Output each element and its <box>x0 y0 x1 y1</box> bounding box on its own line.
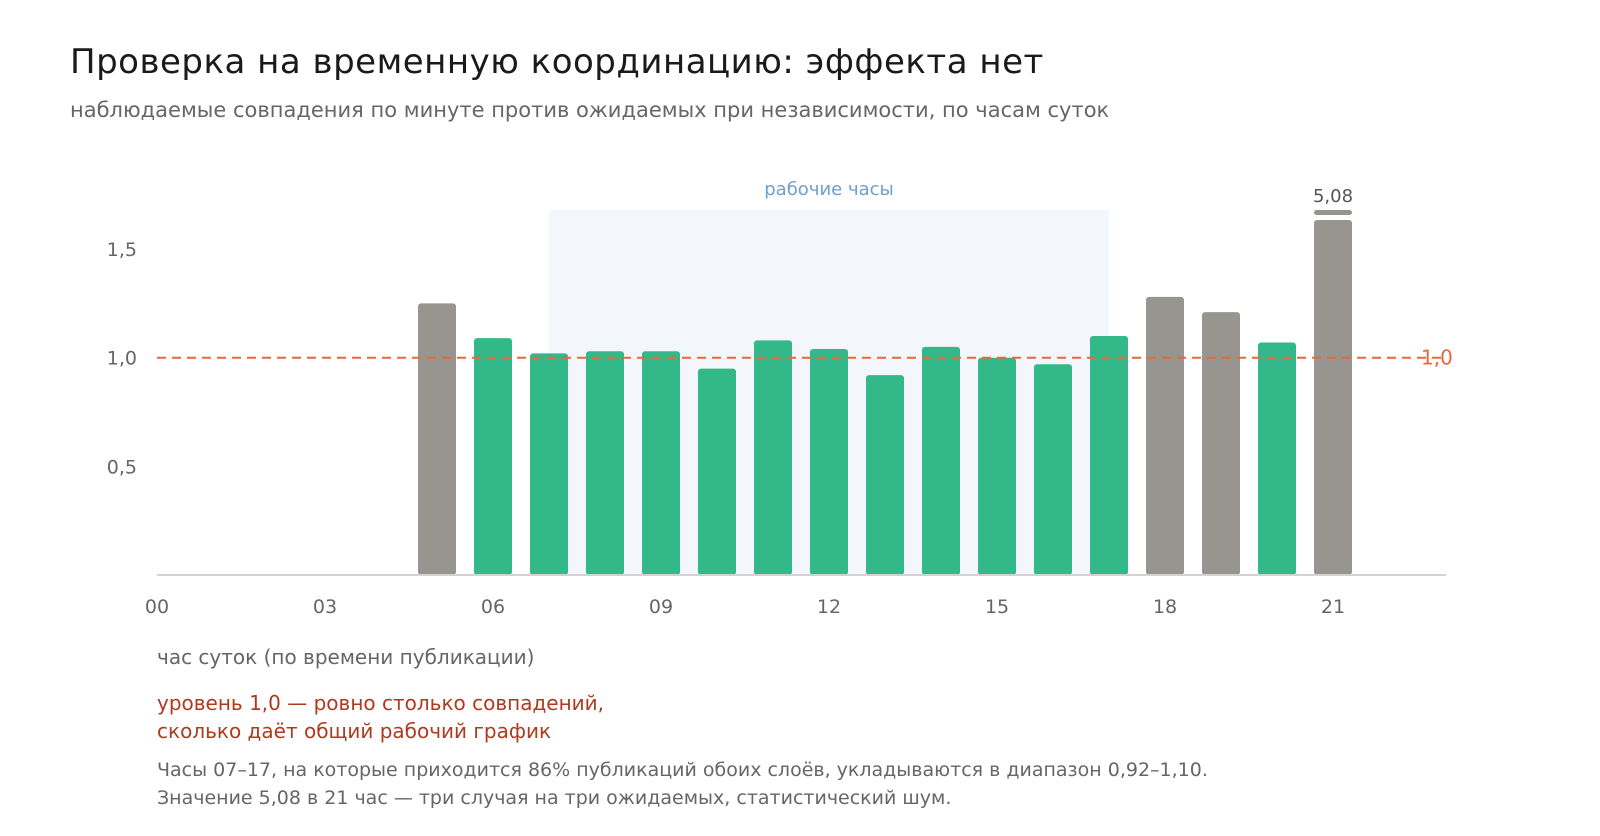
reference-note-line-2: сколько даёт общий рабочий график <box>157 719 552 743</box>
data-label-hour-21: 5,08 <box>1313 186 1353 207</box>
reference-note: уровень 1,0 — ровно столько совпадений, … <box>157 689 604 745</box>
footnote-line-1: Часы 07–17, на которые приходится 86% пу… <box>157 759 1208 781</box>
footnote: Часы 07–17, на которые приходится 86% пу… <box>157 756 1208 812</box>
bar-hour-21 <box>1314 220 1352 575</box>
footnote-line-2: Значение 5,08 в 21 час — три случая на т… <box>157 787 952 809</box>
bar-hour-16 <box>1034 364 1072 575</box>
x-axis: 00 03 06 09 12 15 18 21 <box>145 596 1345 618</box>
y-tick-label: 0,5 <box>107 456 137 478</box>
x-tick-label: 18 <box>1153 596 1177 618</box>
x-tick-label: 21 <box>1321 596 1345 618</box>
bar-hour-19 <box>1202 312 1240 575</box>
x-tick-label: 00 <box>145 596 169 618</box>
x-tick-label: 12 <box>817 596 841 618</box>
bar-hour-18 <box>1146 296 1184 575</box>
bar-chart: рабочие часы 0,5 1,0 1,5 5,08 1,0 00 03 06 09… <box>107 179 1453 618</box>
bars-group: 5,08 <box>418 186 1353 575</box>
x-tick-label: 06 <box>481 596 505 618</box>
bar-hour-20 <box>1258 342 1296 575</box>
x-axis-label: час суток (по времени публикации) <box>157 645 535 669</box>
bar-hour-12 <box>810 349 848 575</box>
x-tick-label: 15 <box>985 596 1009 618</box>
bar-break-cap <box>1314 210 1352 215</box>
chart-title: Проверка на временную координацию: эффек… <box>70 42 1044 82</box>
working-hours-band-label: рабочие часы <box>764 179 893 200</box>
y-axis: 0,5 1,0 1,5 <box>107 239 137 478</box>
reference-note-line-1: уровень 1,0 — ровно столько совпадений, <box>157 691 605 715</box>
bar-hour-8 <box>586 351 624 575</box>
bar-hour-13 <box>866 375 904 575</box>
bar-hour-11 <box>754 340 792 575</box>
bar-hour-15 <box>978 357 1016 575</box>
reference-line-label: 1,0 <box>1421 346 1453 370</box>
bar-hour-14 <box>922 346 960 575</box>
bar-hour-9 <box>642 351 680 575</box>
bar-hour-17 <box>1090 336 1128 575</box>
chart-subtitle: наблюдаемые совпадения по минуте против … <box>70 98 1110 122</box>
y-tick-label: 1,0 <box>107 348 137 370</box>
y-tick-label: 1,5 <box>107 239 137 261</box>
x-tick-label: 09 <box>649 596 673 618</box>
x-tick-label: 03 <box>313 596 337 618</box>
bar-hour-6 <box>474 338 512 575</box>
bar-hour-10 <box>698 368 736 575</box>
bar-hour-5 <box>418 303 456 575</box>
bar-hour-7 <box>530 353 568 575</box>
